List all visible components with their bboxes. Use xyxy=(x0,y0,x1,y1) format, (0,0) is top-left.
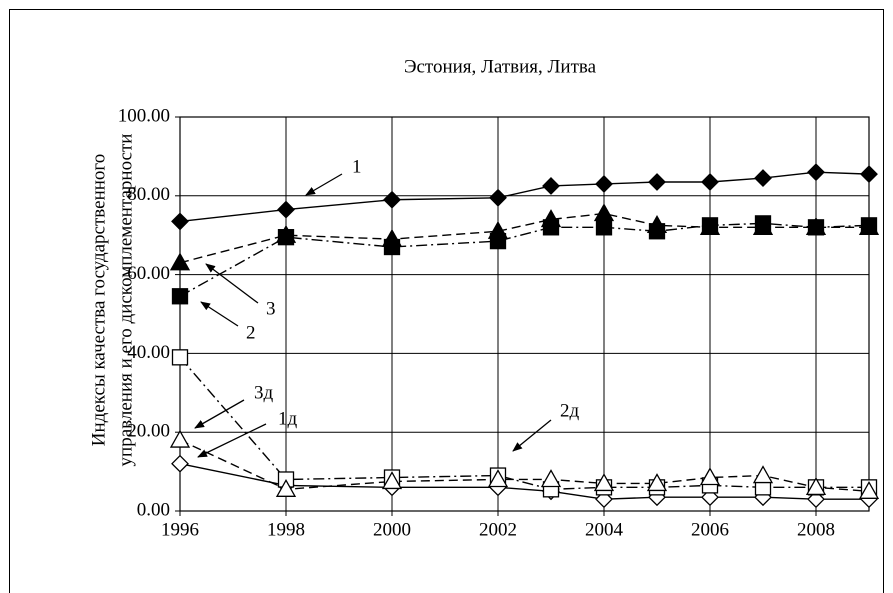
series-label: 1 xyxy=(352,156,362,177)
x-tick-label: 2000 xyxy=(373,519,411,540)
marker xyxy=(860,165,878,184)
marker xyxy=(646,473,668,492)
marker xyxy=(171,212,189,231)
marker xyxy=(754,169,772,187)
frame xyxy=(9,9,884,593)
series-label: 1д xyxy=(278,408,298,429)
callout-arrow xyxy=(305,173,343,196)
y-axis-label: Индексы качества государственного xyxy=(88,154,109,446)
callout-arrow xyxy=(200,301,239,327)
series-label: 2д xyxy=(560,400,580,421)
x-tick-label: 1998 xyxy=(267,519,305,540)
chart-title: Эстония, Латвия, Литва xyxy=(404,56,597,77)
marker xyxy=(646,215,668,233)
marker xyxy=(648,173,666,191)
marker xyxy=(487,469,509,488)
marker xyxy=(171,349,189,366)
series-line xyxy=(179,356,869,491)
y-tick-label: 0.00 xyxy=(137,499,170,520)
marker xyxy=(701,173,719,191)
series-label: 3д xyxy=(254,382,274,403)
callout-arrow xyxy=(512,419,552,452)
marker xyxy=(169,252,191,271)
marker xyxy=(807,163,825,182)
marker xyxy=(593,203,615,222)
marker xyxy=(540,469,562,488)
marker xyxy=(595,175,613,193)
marker xyxy=(699,467,721,486)
series-label: 2 xyxy=(246,322,256,343)
marker xyxy=(805,477,827,496)
callout-arrow xyxy=(194,399,245,429)
x-tick-label: 2004 xyxy=(585,519,624,540)
marker xyxy=(275,479,297,497)
y-tick-label: 60.00 xyxy=(127,263,170,284)
marker xyxy=(275,224,297,243)
plot-area xyxy=(179,116,870,512)
y-tick-label: 40.00 xyxy=(127,342,170,363)
marker xyxy=(489,188,507,207)
y-tick-label: 100.00 xyxy=(118,105,170,126)
x-tick-label: 2006 xyxy=(691,519,729,540)
series-label: 3 xyxy=(266,298,276,319)
marker xyxy=(752,216,774,235)
x-tick-label: 2002 xyxy=(479,519,517,540)
marker xyxy=(858,216,880,235)
marker xyxy=(487,220,509,239)
y-axis-label: управления и его дискомплементарности xyxy=(115,134,136,467)
marker xyxy=(171,454,189,473)
callout-arrow xyxy=(197,423,267,458)
marker xyxy=(752,465,774,484)
y-tick-label: 80.00 xyxy=(127,184,170,205)
marker xyxy=(171,288,189,305)
marker xyxy=(699,216,721,235)
marker xyxy=(593,473,615,492)
marker xyxy=(169,429,191,448)
marker xyxy=(858,480,880,499)
series-line xyxy=(179,212,869,264)
marker xyxy=(277,200,295,219)
marker xyxy=(540,209,562,228)
marker xyxy=(542,177,560,195)
marker xyxy=(805,216,827,235)
y-tick-label: 20.00 xyxy=(127,421,170,442)
marker xyxy=(383,190,401,209)
callout-arrow xyxy=(205,263,259,304)
marker xyxy=(381,228,403,247)
x-tick-label: 1996 xyxy=(161,519,199,540)
marker xyxy=(381,471,403,490)
x-tick-label: 2008 xyxy=(797,519,835,540)
marker xyxy=(595,219,613,236)
